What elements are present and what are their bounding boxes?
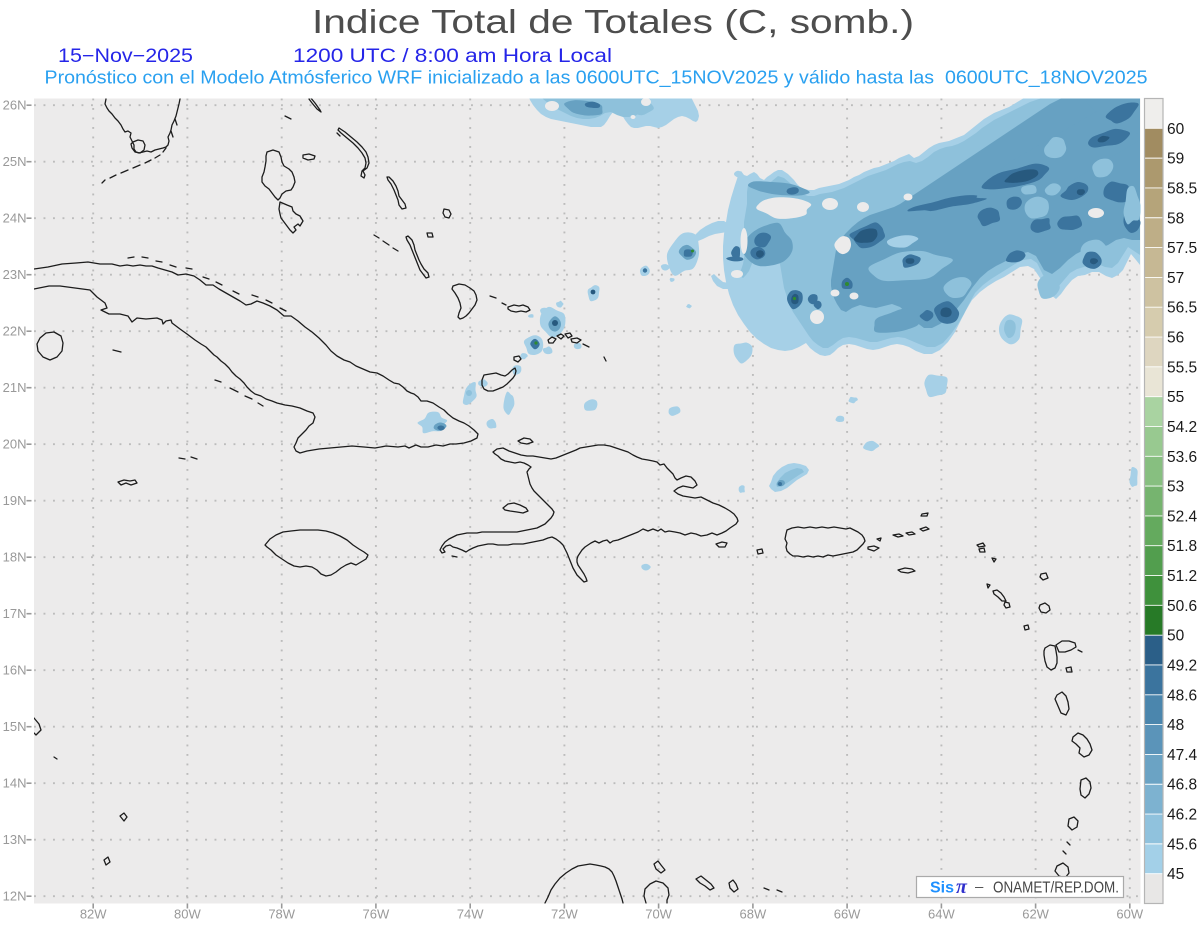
svg-text:60W: 60W — [1116, 907, 1143, 922]
svg-text:23N: 23N — [3, 267, 27, 282]
svg-text:–: – — [975, 879, 984, 896]
svg-text:82W: 82W — [80, 907, 107, 922]
svg-text:π: π — [956, 876, 968, 898]
svg-text:51.8: 51.8 — [1167, 538, 1197, 555]
svg-text:Sis: Sis — [930, 880, 954, 897]
svg-text:70W: 70W — [645, 907, 672, 922]
svg-text:66W: 66W — [834, 907, 861, 922]
svg-text:74W: 74W — [457, 907, 484, 922]
svg-text:18N: 18N — [3, 550, 27, 565]
svg-text:1200 UTC / 8:00 am Hora Local: 1200 UTC / 8:00 am Hora Local — [293, 46, 612, 67]
svg-text:20N: 20N — [3, 437, 27, 452]
svg-text:59: 59 — [1167, 151, 1184, 168]
svg-text:48.6: 48.6 — [1167, 687, 1197, 704]
svg-text:56.5: 56.5 — [1167, 300, 1197, 317]
svg-text:12N: 12N — [3, 889, 27, 904]
svg-text:26N: 26N — [3, 98, 27, 113]
svg-text:17N: 17N — [3, 606, 27, 621]
svg-text:53: 53 — [1167, 479, 1184, 496]
svg-text:76W: 76W — [363, 907, 390, 922]
svg-text:58.5: 58.5 — [1167, 180, 1197, 197]
svg-text:54.2: 54.2 — [1167, 419, 1197, 436]
svg-text:64W: 64W — [928, 907, 955, 922]
svg-text:16N: 16N — [3, 663, 27, 678]
svg-text:55: 55 — [1167, 389, 1184, 406]
svg-text:52.4: 52.4 — [1167, 508, 1198, 525]
svg-text:Pronóstico con el Modelo Atmós: Pronóstico con el Modelo Atmósferico WRF… — [45, 68, 1148, 89]
svg-text:50.6: 50.6 — [1167, 598, 1197, 615]
svg-text:57.5: 57.5 — [1167, 240, 1197, 257]
svg-text:19N: 19N — [3, 493, 27, 508]
svg-text:ONAMET/REP.DOM.: ONAMET/REP.DOM. — [993, 880, 1119, 897]
svg-text:56: 56 — [1167, 330, 1184, 347]
svg-text:47.4: 47.4 — [1167, 747, 1198, 764]
svg-text:45.6: 45.6 — [1167, 836, 1197, 853]
svg-text:14N: 14N — [3, 776, 27, 791]
svg-text:22N: 22N — [3, 324, 27, 339]
svg-text:13N: 13N — [3, 832, 27, 847]
svg-text:24N: 24N — [3, 211, 27, 226]
svg-text:Indice Total de Totales (C, so: Indice Total de Totales (C, somb.) — [312, 3, 914, 40]
svg-text:49.2: 49.2 — [1167, 658, 1197, 675]
svg-text:46.8: 46.8 — [1167, 777, 1197, 794]
svg-text:58: 58 — [1167, 210, 1184, 227]
svg-text:15−Nov−2025: 15−Nov−2025 — [58, 46, 193, 67]
svg-text:55.5: 55.5 — [1167, 359, 1197, 376]
svg-text:45: 45 — [1167, 866, 1184, 883]
svg-text:80W: 80W — [174, 907, 201, 922]
svg-text:25N: 25N — [3, 154, 27, 169]
svg-text:62W: 62W — [1022, 907, 1049, 922]
svg-text:21N: 21N — [3, 380, 27, 395]
svg-text:60: 60 — [1167, 121, 1185, 138]
svg-text:15N: 15N — [3, 719, 27, 734]
svg-text:53.6: 53.6 — [1167, 449, 1197, 466]
svg-text:68W: 68W — [740, 907, 767, 922]
svg-text:51.2: 51.2 — [1167, 568, 1197, 585]
svg-text:50: 50 — [1167, 628, 1185, 645]
svg-text:78W: 78W — [268, 907, 295, 922]
svg-text:48: 48 — [1167, 717, 1184, 734]
svg-text:72W: 72W — [551, 907, 578, 922]
svg-text:57: 57 — [1167, 270, 1184, 287]
svg-text:46.2: 46.2 — [1167, 807, 1197, 824]
